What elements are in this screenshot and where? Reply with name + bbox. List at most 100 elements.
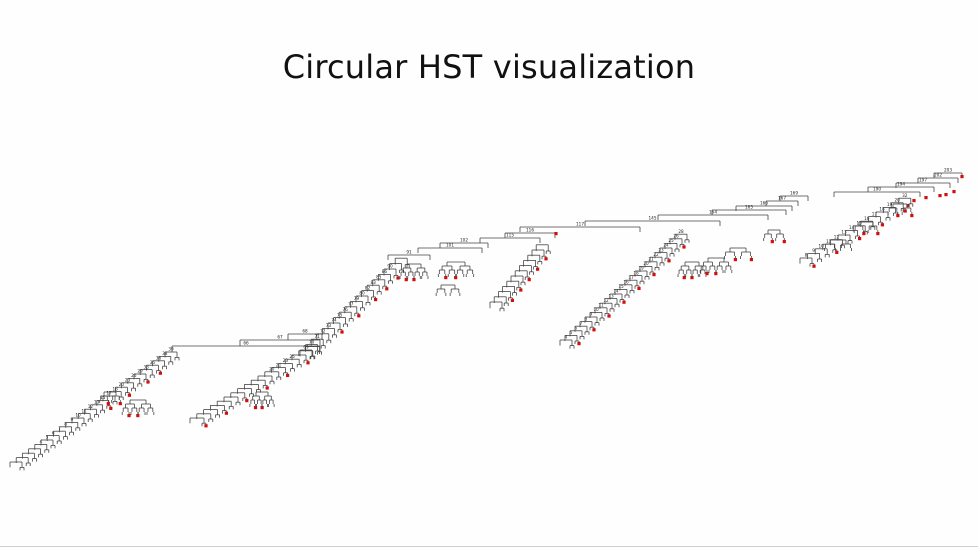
cascade-node-label: 86 (382, 269, 388, 274)
cascade-node-label: 73 (326, 323, 332, 328)
cascade-node-label: 17 (628, 275, 634, 280)
cascade-node-label: 32 (902, 193, 908, 198)
cascade-node-label: 72 (320, 329, 326, 334)
highlighted-leaf (136, 414, 140, 418)
cascade-node-label: 71 (315, 334, 321, 339)
branch-node-label: 66 (243, 341, 249, 346)
highlighted-leaf (260, 406, 264, 410)
cascade-node-label: 12 (603, 298, 609, 303)
cascade-node-label: 80 (359, 291, 365, 296)
slide-title: Circular HST visualization (282, 48, 696, 86)
cascade-node-label: 39 (168, 347, 174, 352)
cascade-node-label: 69 (303, 345, 309, 350)
cascade-node-label: 12 (834, 234, 840, 239)
highlighted-leaf (960, 175, 964, 179)
spine-node-label: 197 (919, 178, 927, 183)
highlighted-leaf (109, 406, 113, 410)
cascade-node-label: 7 (580, 321, 583, 326)
highlighted-leaf (396, 276, 400, 280)
highlighted-leaf (146, 380, 150, 384)
highlighted-leaf (404, 278, 408, 282)
highlighted-leaf (910, 214, 914, 218)
cascade-node-label: 25 (668, 238, 674, 243)
highlighted-leaf (385, 287, 389, 291)
highlighted-leaf (127, 414, 131, 418)
highlighted-leaf (652, 273, 656, 277)
highlighted-leaf (835, 250, 839, 254)
highlighted-leaf (924, 196, 928, 200)
cascade-node-label: 13 (608, 293, 614, 298)
cascade-node-label: 9 (812, 248, 815, 253)
cascade-node-label: 8 (805, 253, 808, 258)
cascade-node-label: 10 (819, 244, 825, 249)
cascade-node-label: 28 (678, 229, 684, 234)
spine-node-label: 194 (897, 182, 905, 187)
cascade-node-label: 6 (575, 326, 578, 331)
cascade-node-label: 85 (376, 275, 382, 280)
highlighted-leaf (253, 406, 258, 410)
cascade-node-label: 18 (633, 270, 639, 275)
spine-node-label: 169 (790, 191, 798, 196)
highlighted-leaf (374, 298, 378, 302)
highlighted-leaf (682, 276, 686, 280)
spine-node-label: 102 (460, 238, 468, 243)
cascade-node-label: 16 (864, 216, 870, 221)
highlighted-leaf (224, 411, 228, 415)
spine-node-label: 166 (760, 201, 768, 206)
cascade-node-label: 18 (879, 207, 885, 212)
cascade-node-label: 75 (337, 312, 343, 317)
spine-node-label: 202 (934, 173, 942, 178)
highlighted-leaf (245, 399, 249, 403)
spine-node-label: 91 (406, 250, 412, 255)
cascade-node-label: 24 (663, 243, 669, 248)
cascade-node-label: 8 (585, 316, 588, 321)
highlighted-leaf (510, 298, 514, 302)
cascade-node-label: 20 (895, 198, 901, 203)
cascade-node-label: 11 (826, 239, 832, 244)
highlighted-leaf (527, 278, 531, 282)
highlighted-leaf (906, 204, 910, 208)
highlighted-leaf (876, 232, 880, 236)
highlighted-leaf (536, 267, 540, 271)
highlighted-leaf (118, 402, 122, 406)
highlighted-leaf (554, 232, 558, 236)
highlighted-leaf (607, 314, 611, 318)
cascade-node-label: 13 (841, 230, 847, 235)
cascade-node-label: 23 (658, 247, 664, 252)
cascade-node-label: 74 (331, 318, 337, 323)
highlighted-leaf (544, 257, 548, 261)
spine-node-label: 115 (506, 233, 514, 238)
cascade-node-label: 19 (638, 266, 644, 271)
cascade-node-label: 21 (648, 257, 654, 262)
cascade-node-label: 83 (371, 280, 377, 285)
highlighted-leaf (127, 393, 131, 397)
cascade-node-label: 5 (570, 330, 573, 335)
cascade-node-label: 11 (598, 303, 604, 308)
highlighted-leaf (770, 240, 774, 244)
cascade-node-label: 16 (623, 280, 629, 285)
highlighted-leaf (340, 330, 344, 334)
spine-node-label: 101 (446, 243, 454, 248)
highlighted-leaf (357, 314, 361, 318)
cascade-node-label: 77 (348, 302, 354, 307)
highlighted-leaf (519, 288, 523, 292)
highlighted-leaf (912, 199, 916, 203)
spine-node-label: 203 (944, 168, 952, 173)
cascade-node-label: 9 (590, 312, 593, 317)
spine-node-label: 117 (576, 222, 584, 227)
highlighted-leaf (265, 386, 269, 390)
highlighted-leaf (749, 258, 753, 262)
highlighted-leaf (858, 237, 862, 241)
highlighted-leaf (682, 245, 686, 249)
cascade-node-label: 20 (643, 261, 649, 266)
highlighted-leaf (705, 272, 709, 276)
cascade-node-label: 22 (653, 252, 659, 257)
cascade-node-label: 17 (872, 211, 878, 216)
highlighted-leaf (667, 259, 671, 263)
cascade-node-label: 14 (613, 289, 619, 294)
cascade-node-label: 14 (849, 225, 855, 230)
highlighted-leaf (637, 286, 641, 290)
spine-node-label: 164 (709, 210, 717, 215)
highlighted-leaf (412, 278, 416, 282)
